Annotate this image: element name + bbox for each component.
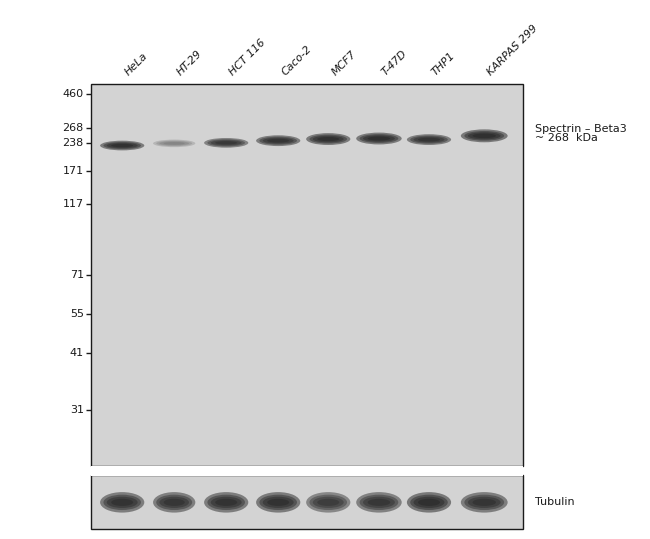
Ellipse shape [153, 492, 196, 513]
Text: 117: 117 [63, 199, 84, 209]
Ellipse shape [204, 492, 248, 513]
Text: Tubulin: Tubulin [535, 497, 575, 507]
Text: HT-29: HT-29 [176, 48, 204, 77]
Text: Spectrin – Beta3: Spectrin – Beta3 [535, 125, 627, 134]
Bar [91, 475, 523, 529]
Ellipse shape [418, 499, 440, 506]
Text: THP1: THP1 [430, 50, 457, 77]
Ellipse shape [407, 134, 451, 145]
Ellipse shape [256, 492, 300, 513]
Text: T-47D: T-47D [380, 48, 410, 77]
Ellipse shape [306, 492, 350, 513]
Ellipse shape [263, 138, 294, 144]
Ellipse shape [211, 497, 242, 508]
Ellipse shape [156, 495, 192, 510]
Ellipse shape [410, 495, 448, 510]
Text: 238: 238 [62, 138, 84, 148]
Ellipse shape [313, 136, 344, 142]
Bar [91, 84, 523, 466]
Ellipse shape [211, 140, 242, 146]
Ellipse shape [267, 139, 289, 143]
Ellipse shape [159, 141, 189, 146]
Ellipse shape [103, 142, 141, 149]
Ellipse shape [461, 492, 508, 513]
Ellipse shape [413, 137, 445, 142]
Ellipse shape [468, 132, 500, 140]
Ellipse shape [418, 137, 440, 141]
Ellipse shape [256, 135, 300, 146]
Text: 171: 171 [63, 166, 84, 176]
Text: MCF7: MCF7 [330, 49, 358, 77]
Text: 268: 268 [62, 123, 84, 133]
Ellipse shape [263, 497, 294, 508]
Ellipse shape [259, 137, 297, 145]
Text: 460: 460 [63, 89, 84, 99]
Ellipse shape [204, 138, 248, 148]
Ellipse shape [356, 133, 402, 144]
Ellipse shape [103, 495, 141, 510]
Text: HeLa: HeLa [124, 51, 150, 77]
Ellipse shape [215, 499, 237, 506]
Ellipse shape [164, 142, 185, 144]
Ellipse shape [153, 140, 196, 147]
Ellipse shape [317, 137, 339, 141]
Ellipse shape [107, 143, 138, 148]
Ellipse shape [207, 139, 245, 147]
Text: HCT 116: HCT 116 [227, 37, 267, 77]
Ellipse shape [309, 495, 347, 510]
Ellipse shape [359, 134, 398, 143]
Ellipse shape [317, 499, 339, 506]
Ellipse shape [473, 134, 496, 138]
Ellipse shape [407, 492, 451, 513]
Ellipse shape [464, 495, 504, 510]
Ellipse shape [159, 497, 189, 508]
Ellipse shape [259, 495, 297, 510]
Ellipse shape [368, 136, 390, 141]
Ellipse shape [107, 497, 138, 508]
Ellipse shape [464, 131, 504, 141]
Ellipse shape [267, 499, 289, 506]
Ellipse shape [306, 133, 350, 145]
Ellipse shape [313, 497, 344, 508]
Ellipse shape [363, 135, 395, 142]
Ellipse shape [156, 141, 192, 146]
Ellipse shape [356, 492, 402, 513]
Ellipse shape [309, 135, 347, 143]
Ellipse shape [215, 141, 237, 144]
Ellipse shape [413, 497, 445, 508]
Ellipse shape [368, 499, 390, 506]
Bar [91, 466, 523, 476]
Text: 55: 55 [70, 309, 84, 319]
Ellipse shape [410, 135, 448, 144]
Ellipse shape [207, 495, 245, 510]
Ellipse shape [100, 492, 144, 513]
Text: KARPAS 299: KARPAS 299 [486, 23, 540, 77]
Ellipse shape [363, 497, 395, 508]
Ellipse shape [468, 497, 500, 508]
Ellipse shape [111, 499, 133, 506]
Ellipse shape [473, 499, 496, 506]
Ellipse shape [100, 141, 144, 150]
Ellipse shape [461, 129, 508, 142]
Ellipse shape [111, 144, 133, 147]
Text: 41: 41 [70, 348, 84, 357]
Text: ~ 268  kDa: ~ 268 kDa [535, 133, 598, 143]
Text: 31: 31 [70, 405, 84, 414]
Text: Caco-2: Caco-2 [280, 44, 313, 77]
Ellipse shape [359, 495, 398, 510]
Ellipse shape [164, 499, 185, 506]
Text: 71: 71 [70, 270, 84, 280]
